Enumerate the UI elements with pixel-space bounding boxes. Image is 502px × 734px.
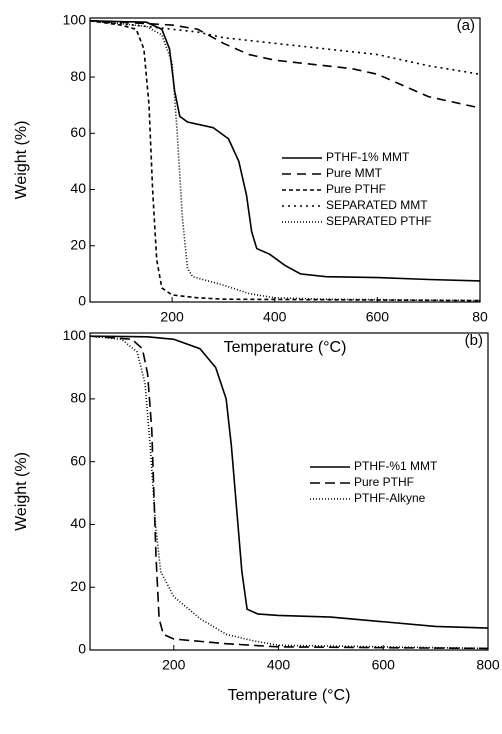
data-line — [89, 20, 481, 302]
data-line — [89, 20, 481, 109]
plot-frame — [89, 332, 489, 651]
x-tick-label: 600 — [372, 657, 396, 673]
legend-label: Pure PTHF — [326, 182, 386, 196]
x-tick-label: 200 — [160, 309, 184, 325]
legend-label: PTHF-%1 MMT — [354, 459, 438, 473]
x-tick-label: 80 — [472, 309, 488, 325]
legend-label: SEPARATED PTHF — [326, 214, 432, 228]
data-line — [89, 335, 489, 650]
legend-label: PTHF-Alkyne — [354, 491, 426, 505]
x-tick-label: 400 — [267, 657, 291, 673]
legend-label: SEPARATED MMT — [326, 198, 428, 212]
legend-label: PTHF-1% MMT — [326, 150, 410, 164]
y-axis-title: Weight (%) — [13, 121, 30, 200]
y-axis-title: Weight (%) — [13, 452, 30, 531]
data-line — [89, 20, 481, 282]
data-line — [89, 335, 489, 629]
y-tick-label: 0 — [78, 293, 86, 309]
x-axis-title: Temperature (°C) — [228, 687, 351, 704]
y-tick-label: 40 — [70, 515, 86, 531]
y-tick-label: 80 — [70, 390, 86, 406]
y-tick-label: 60 — [70, 124, 86, 140]
plot-frame — [89, 17, 481, 303]
x-tick-label: 400 — [263, 309, 287, 325]
y-tick-label: 100 — [63, 327, 87, 343]
x-tick-label: 200 — [162, 657, 186, 673]
x-tick-label: 800 — [476, 657, 500, 673]
x-tick-label: 600 — [366, 309, 390, 325]
panel-label: (b) — [465, 332, 483, 349]
y-tick-label: 100 — [63, 12, 87, 28]
y-tick-label: 0 — [78, 641, 86, 657]
data-line — [89, 20, 481, 76]
y-tick-label: 20 — [70, 578, 86, 594]
legend-label: Pure PTHF — [354, 475, 414, 489]
data-line — [89, 335, 489, 650]
panel-label: (a) — [457, 17, 475, 34]
legend-label: Pure MMT — [326, 166, 383, 180]
x-axis-title: Temperature (°C) — [224, 339, 347, 356]
y-tick-label: 40 — [70, 180, 86, 196]
y-tick-label: 80 — [70, 68, 86, 84]
data-line — [89, 20, 481, 302]
y-tick-label: 20 — [70, 236, 86, 252]
y-tick-label: 60 — [70, 452, 86, 468]
